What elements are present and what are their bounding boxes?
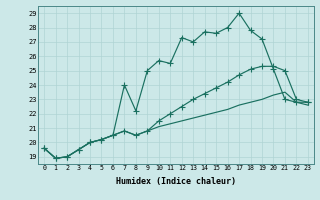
X-axis label: Humidex (Indice chaleur): Humidex (Indice chaleur): [116, 177, 236, 186]
